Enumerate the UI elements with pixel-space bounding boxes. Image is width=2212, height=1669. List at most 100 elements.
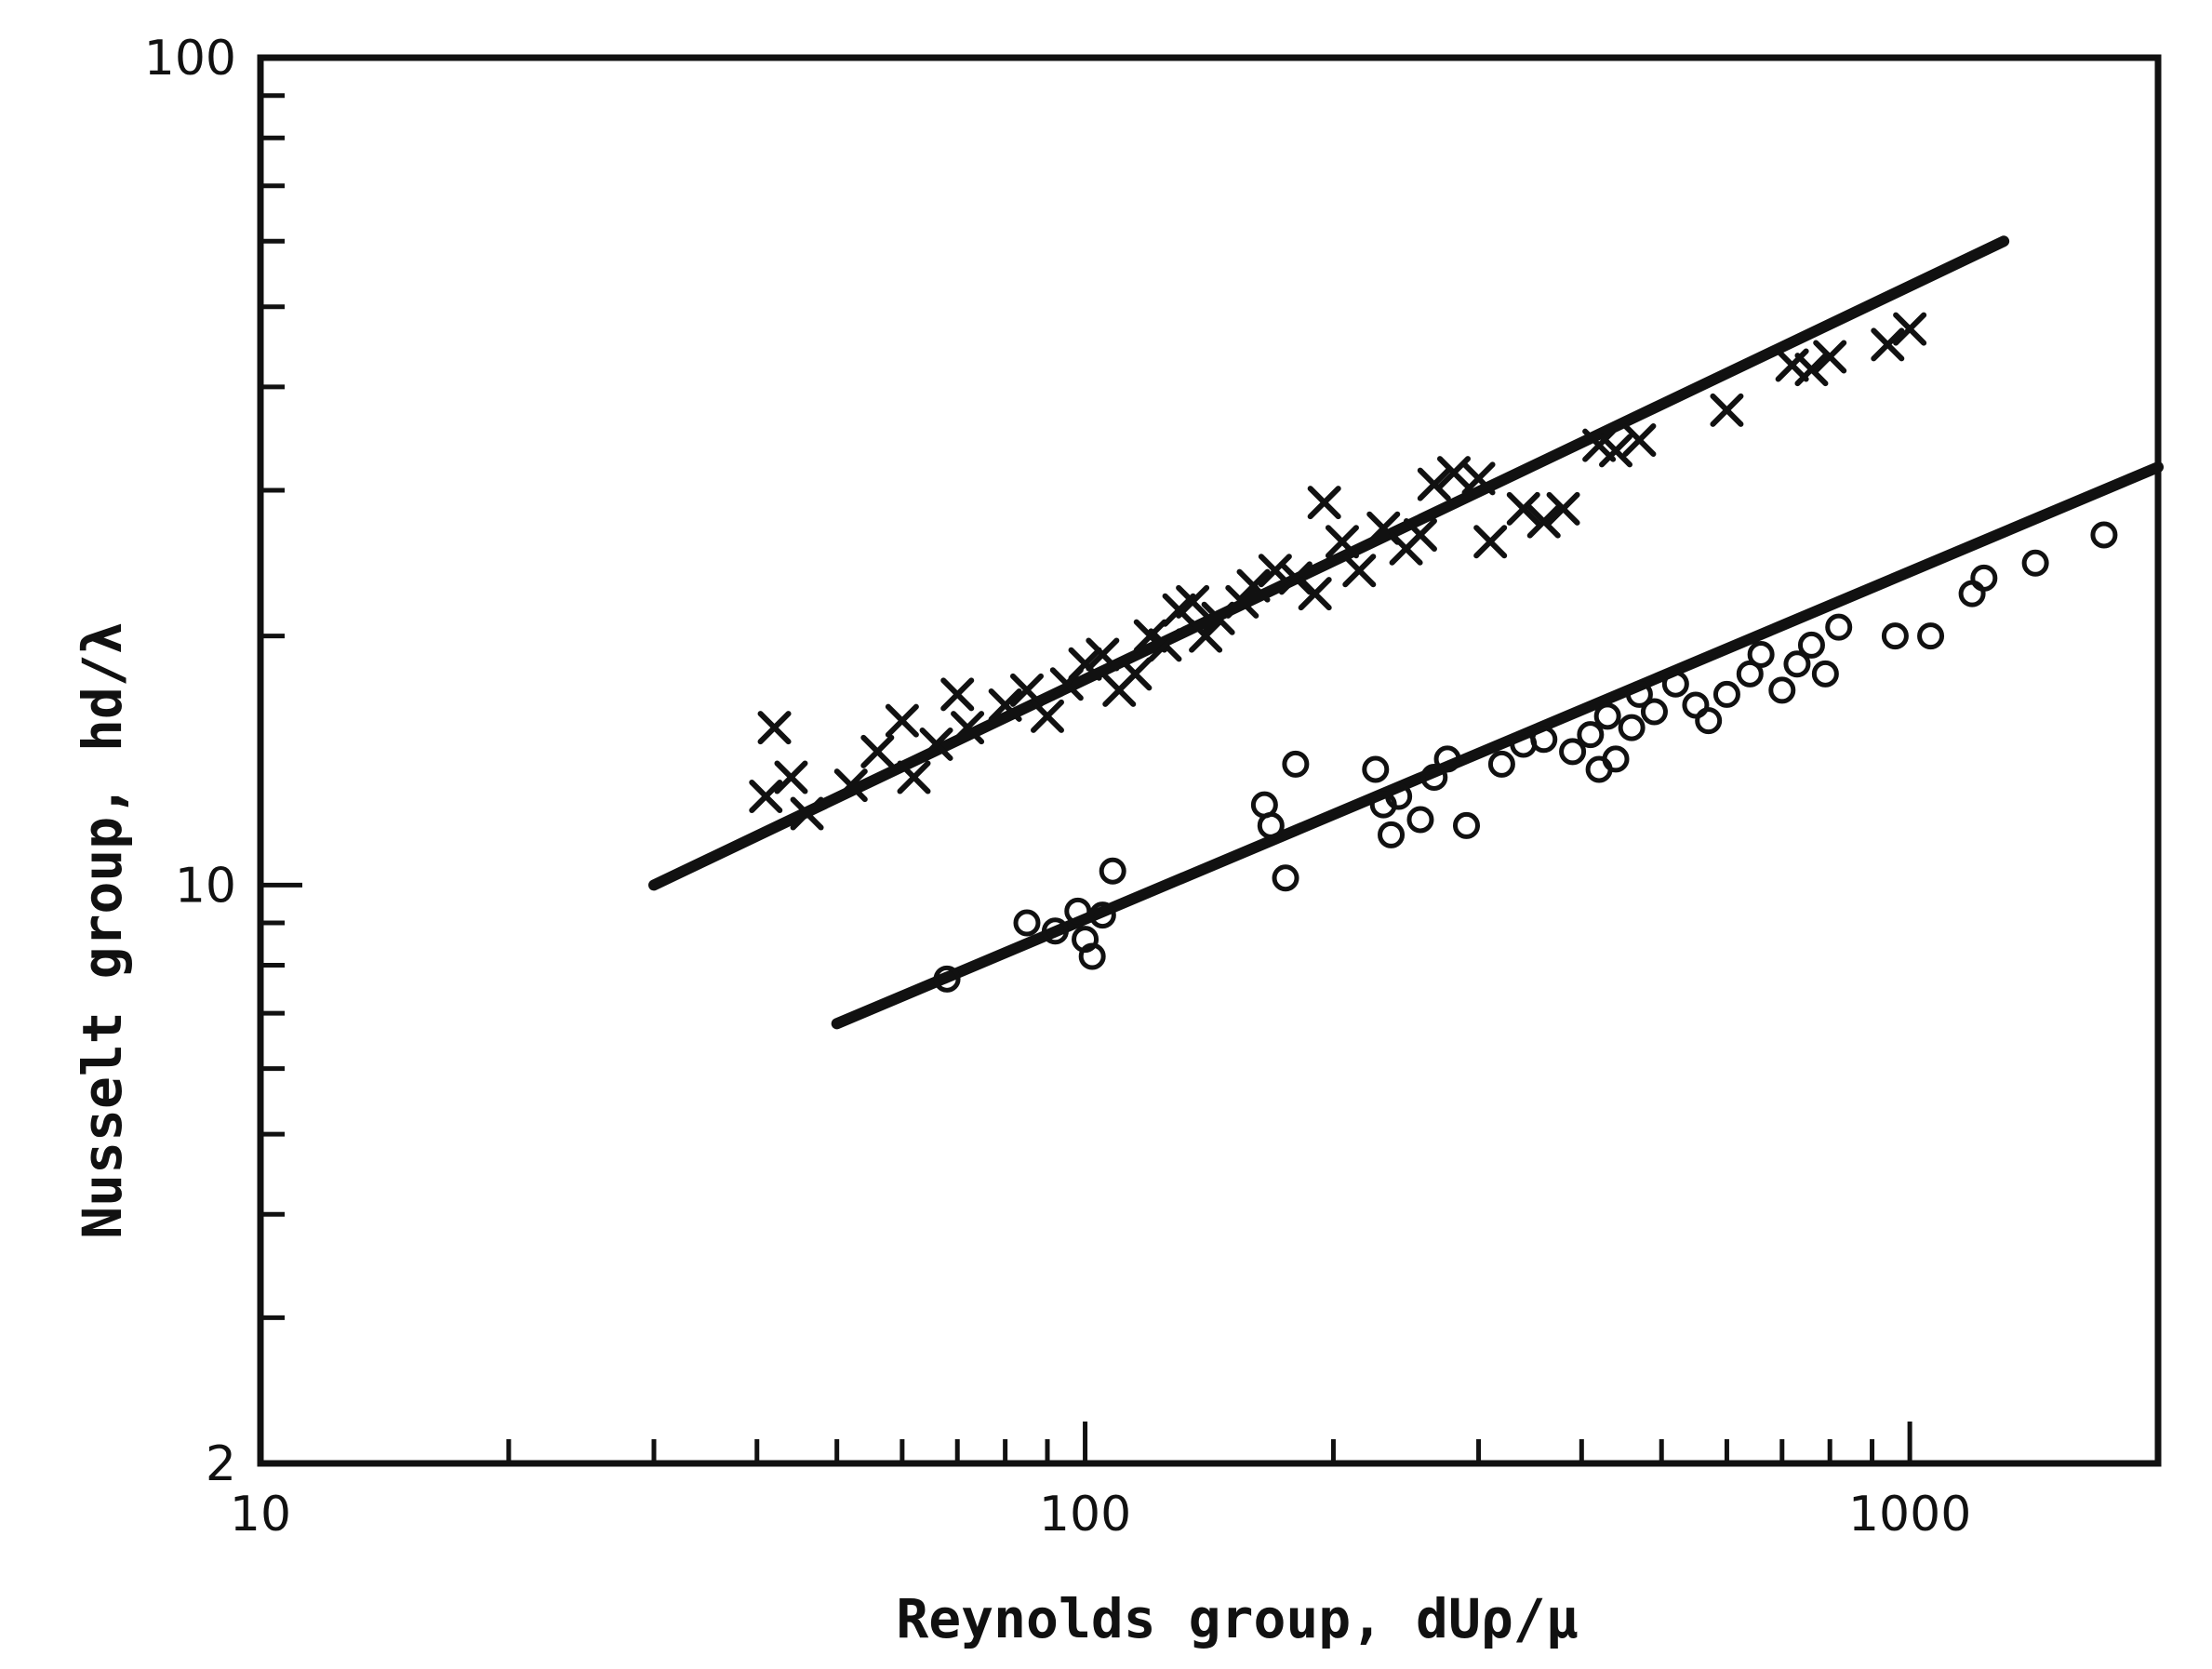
data-point-x bbox=[1009, 673, 1044, 707]
plot-frame bbox=[257, 54, 2162, 1467]
x-tick-label: 10 bbox=[230, 1487, 291, 1542]
data-point-circle bbox=[1825, 613, 1853, 641]
data-point-x bbox=[1133, 619, 1167, 653]
data-point-x bbox=[749, 780, 783, 814]
data-point-x bbox=[1307, 486, 1341, 520]
data-point-circle bbox=[1385, 782, 1413, 810]
data-point-x bbox=[1775, 348, 1809, 382]
data-point-x bbox=[1813, 340, 1847, 374]
data-point-x bbox=[1086, 637, 1120, 672]
circle-marker-series bbox=[933, 521, 2118, 993]
data-point-circle bbox=[1378, 821, 1406, 848]
data-point-x bbox=[951, 711, 985, 745]
data-point-circle bbox=[1282, 750, 1310, 778]
data-point-circle bbox=[1618, 714, 1646, 741]
data-point-x bbox=[1325, 525, 1359, 559]
data-point-x bbox=[1342, 554, 1377, 588]
data-point-circle bbox=[1881, 622, 1909, 650]
data-point-circle bbox=[1783, 650, 1811, 678]
data-point-circle bbox=[1362, 755, 1390, 783]
data-point-x bbox=[885, 703, 919, 738]
data-point-x bbox=[1794, 353, 1829, 387]
data-point-x bbox=[774, 760, 808, 794]
data-point-circle bbox=[1420, 763, 1448, 791]
data-point-circle bbox=[1593, 702, 1621, 730]
data-point-x bbox=[1622, 423, 1657, 458]
data-point-x bbox=[1189, 619, 1223, 653]
data-point-x bbox=[1417, 467, 1451, 501]
data-point-x bbox=[1148, 628, 1182, 662]
data-point-circle bbox=[1958, 580, 1986, 608]
data-point-x bbox=[940, 677, 975, 712]
data-point-circle bbox=[1640, 698, 1668, 726]
data-point-circle bbox=[1453, 811, 1481, 839]
data-point-circle bbox=[1682, 691, 1710, 719]
data-point-x bbox=[1225, 584, 1259, 619]
data-point-x bbox=[1893, 312, 1927, 346]
data-point-circle bbox=[2021, 549, 2049, 577]
data-point-x bbox=[1403, 517, 1437, 552]
data-point-circle bbox=[1602, 745, 1630, 773]
data-point-x bbox=[1030, 699, 1064, 733]
data-point-x bbox=[1546, 491, 1580, 526]
data-point-circle bbox=[1811, 660, 1839, 688]
data-point-circle bbox=[1257, 811, 1285, 839]
data-point-x bbox=[988, 688, 1022, 722]
data-point-circle bbox=[1530, 726, 1558, 754]
data-point-x bbox=[833, 768, 868, 803]
y-tick-label: 100 bbox=[144, 31, 236, 87]
data-point-circle bbox=[1747, 640, 1775, 668]
data-point-circle bbox=[1970, 564, 1998, 592]
data-point-circle bbox=[1712, 680, 1740, 708]
data-point-x bbox=[1599, 434, 1633, 468]
data-point-x bbox=[1461, 461, 1496, 496]
data-point-circle bbox=[1064, 897, 1092, 925]
x-tick-label: 100 bbox=[1039, 1487, 1131, 1542]
data-point-circle bbox=[1661, 670, 1689, 698]
data-point-circle bbox=[2090, 521, 2118, 549]
data-point-x bbox=[897, 760, 931, 794]
data-point-x bbox=[1871, 327, 1905, 362]
minor-ticks bbox=[260, 93, 1875, 1463]
y-axis-label: Nusselt group, hd/λ bbox=[71, 621, 134, 1238]
data-point-circle bbox=[1625, 680, 1653, 708]
data-point-x bbox=[1258, 554, 1292, 588]
data-point-x bbox=[757, 711, 792, 745]
data-point-x bbox=[1710, 393, 1744, 427]
data-point-x bbox=[919, 727, 953, 761]
data-point-circle bbox=[1078, 942, 1106, 970]
data-point-circle bbox=[1088, 901, 1116, 929]
data-point-circle bbox=[1917, 622, 1945, 650]
data-point-x bbox=[790, 796, 824, 831]
major-ticks bbox=[258, 55, 1912, 1466]
data-point-x bbox=[860, 734, 895, 768]
data-point-circle bbox=[1797, 631, 1825, 659]
data-point-x bbox=[1176, 584, 1210, 619]
data-point-circle bbox=[1272, 864, 1299, 892]
data-point-x bbox=[1506, 491, 1540, 526]
data-point-circle bbox=[1559, 738, 1587, 766]
data-point-x bbox=[1068, 647, 1102, 681]
data-point-circle bbox=[1768, 676, 1796, 704]
x-tick-label: 1000 bbox=[1848, 1487, 1971, 1542]
data-point-x bbox=[1526, 504, 1561, 539]
data-point-circle bbox=[1487, 750, 1515, 778]
data-point-x bbox=[1298, 577, 1332, 611]
data-point-circle bbox=[1695, 707, 1723, 735]
data-point-circle bbox=[1736, 660, 1764, 688]
data-point-circle bbox=[1433, 745, 1461, 773]
fit-lines bbox=[647, 235, 2164, 1030]
data-point-circle bbox=[1013, 909, 1041, 937]
data-point-x bbox=[1201, 601, 1235, 635]
data-point-circle bbox=[933, 965, 961, 993]
data-point-circle bbox=[1406, 806, 1434, 834]
fit-line-o bbox=[831, 461, 2164, 1030]
y-tick-label: 2 bbox=[206, 1436, 236, 1492]
data-point-circle bbox=[1041, 917, 1069, 945]
data-point-x bbox=[1473, 525, 1508, 559]
x-marker-series bbox=[749, 312, 1927, 831]
x-axis-label: Reynolds group, dUρ/μ bbox=[896, 1587, 1578, 1650]
data-point-circle bbox=[1099, 857, 1126, 885]
